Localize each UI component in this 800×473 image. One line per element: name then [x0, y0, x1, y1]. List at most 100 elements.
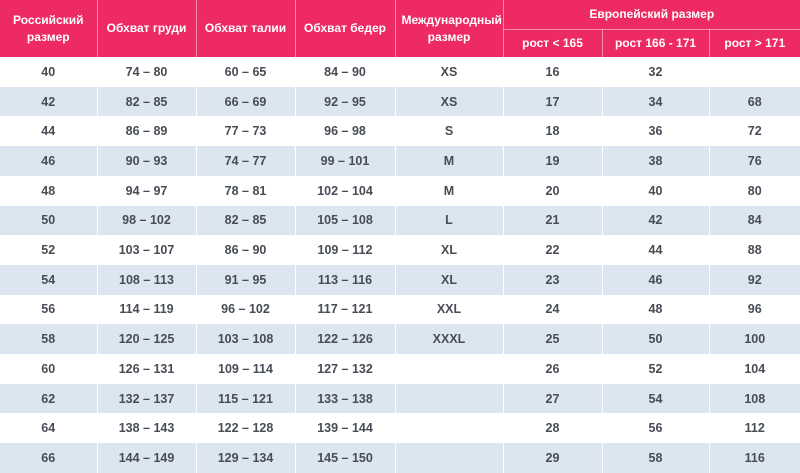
cell-chest-cm: 108 – 113	[97, 264, 197, 295]
cell-international-size: XS	[395, 57, 504, 87]
cell-chest-cm: 82 – 85	[97, 86, 197, 117]
cell-eu-height-166-171: 32	[602, 57, 710, 87]
table-row: 48 94 – 97 78 – 81 102 – 104 M 20 40 80	[0, 175, 800, 206]
cell-eu-height-under-165: 29	[503, 443, 603, 473]
cell-hips-cm: 127 – 132	[295, 354, 396, 384]
cell-hips-cm: 102 – 104	[295, 175, 396, 206]
cell-hips-cm: 109 – 112	[295, 235, 396, 265]
cell-international-size: M	[395, 175, 504, 206]
cell-chest-cm: 144 – 149	[97, 443, 197, 473]
cell-international-size: XL	[395, 235, 504, 265]
cell-eu-height-over-171: 76	[747, 153, 762, 168]
size-chart-body: 40 74 – 80 60 – 65 84 – 90 XS 16 32 42 82 – 85 66…	[0, 57, 800, 473]
cell-chest-cm: 103 – 107	[97, 235, 197, 265]
size-chart-header: Российский размер Обхват груди Обхват та…	[0, 0, 800, 57]
cell-russian-size: 40	[0, 57, 98, 87]
cell-eu-height-under-165: 19	[503, 146, 603, 176]
cell-international-size: XXL	[395, 294, 504, 325]
cell-waist-cm: 96 – 102	[196, 294, 296, 325]
table-row: 62 132 – 137 115 – 121 133 – 138 27 54 108	[0, 383, 800, 414]
cell-russian-size: 66	[0, 443, 98, 473]
cell-eu-height-under-165: 22	[503, 235, 603, 265]
table-row: 58 120 – 125 103 – 108 122 – 126 XXXL 25 50 100	[0, 324, 800, 355]
cell-eu-height-166-171: 42	[602, 205, 710, 236]
cell-eu-height-over-171: 80	[747, 183, 762, 198]
cell-eu-height-166-171: 44	[602, 235, 710, 265]
cell-waist-cm: 77 – 73	[196, 116, 296, 147]
table-row: 60 126 – 131 109 – 114 127 – 132 26 52 104	[0, 354, 800, 384]
cell-international-size	[395, 443, 504, 473]
cell-international-size: S	[395, 116, 504, 147]
table-row: 40 74 – 80 60 – 65 84 – 90 XS 16 32	[0, 57, 800, 87]
cell-eu-height-under-165: 26	[503, 354, 603, 384]
cell-eu-height-over-171: 84	[747, 213, 762, 228]
cell-eu-height-166-171: 56	[602, 413, 710, 444]
cell-russian-size: 48	[0, 175, 98, 206]
cell-chest-cm: 94 – 97	[97, 175, 197, 206]
cell-waist-cm: 103 – 108	[196, 324, 296, 355]
table-row: 50 98 – 102 82 – 85 105 – 108 L 21 42 84	[0, 205, 800, 236]
cell-waist-cm: 115 – 121	[196, 383, 296, 414]
cell-international-size: M	[395, 146, 504, 176]
header-chest: Обхват груди	[97, 0, 197, 57]
header-height-under-165: рост < 165	[503, 29, 603, 57]
cell-eu-height-under-165: 24	[503, 294, 603, 325]
cell-waist-cm: 66 – 69	[196, 86, 296, 117]
cell-hips-cm: 99 – 101	[295, 146, 396, 176]
cell-eu-height-over-171: 68	[747, 94, 762, 109]
cell-eu-height-over-171: 100	[744, 332, 766, 347]
cell-eu-height-166-171: 36	[602, 116, 710, 147]
cell-eu-height-over-171	[709, 57, 800, 87]
cell-eu-height-under-165: 23	[503, 264, 603, 295]
cell-chest-cm: 74 – 80	[97, 57, 197, 87]
table-row: 66 144 – 149 129 – 134 145 – 150 29 58 116	[0, 443, 800, 473]
cell-eu-height-over-171: 104	[744, 361, 766, 376]
cell-waist-cm: 109 – 114	[196, 354, 296, 384]
cell-russian-size: 54	[0, 264, 98, 295]
cell-eu-height-166-171: 54	[602, 383, 710, 414]
cell-international-size	[395, 354, 504, 384]
cell-eu-height-over-171: 108	[744, 391, 766, 406]
cell-waist-cm: 91 – 95	[196, 264, 296, 295]
cell-eu-height-over-171: 92	[747, 272, 762, 287]
cell-chest-cm: 114 – 119	[97, 294, 197, 325]
cell-eu-height-under-165: 27	[503, 383, 603, 414]
cell-russian-size: 64	[0, 413, 98, 444]
cell-international-size: XL	[395, 264, 504, 295]
table-row: 52 103 – 107 86 – 90 109 – 112 XL 22 44 88	[0, 235, 800, 265]
cell-russian-size: 52	[0, 235, 98, 265]
cell-chest-cm: 126 – 131	[97, 354, 197, 384]
cell-waist-cm: 129 – 134	[196, 443, 296, 473]
cell-hips-cm: 122 – 126	[295, 324, 396, 355]
cell-eu-height-over-171: 112	[744, 421, 765, 436]
cell-waist-cm: 122 – 128	[196, 413, 296, 444]
table-row: 54 108 – 113 91 – 95 113 – 116 XL 23 46 92	[0, 264, 800, 295]
cell-chest-cm: 132 – 137	[97, 383, 197, 414]
cell-eu-height-166-171: 58	[602, 443, 710, 473]
cell-eu-height-166-171: 50	[602, 324, 710, 355]
cell-eu-height-under-165: 20	[503, 175, 603, 206]
cell-russian-size: 58	[0, 324, 98, 355]
cell-international-size: XS	[395, 86, 504, 117]
cell-eu-height-166-171: 46	[602, 264, 710, 295]
header-height-over-171: рост > 171	[709, 29, 800, 57]
cell-hips-cm: 133 – 138	[295, 383, 396, 414]
header-height-166-171: рост 166 - 171	[602, 29, 710, 57]
cell-russian-size: 50	[0, 205, 98, 236]
cell-eu-height-over-171: 72	[747, 124, 762, 139]
cell-russian-size: 44	[0, 116, 98, 147]
cell-hips-cm: 139 – 144	[295, 413, 396, 444]
cell-hips-cm: 113 – 116	[295, 264, 396, 295]
cell-waist-cm: 60 – 65	[196, 57, 296, 87]
cell-eu-height-166-171: 48	[602, 294, 710, 325]
table-row: 46 90 – 93 74 – 77 99 – 101 M 19 38 76	[0, 146, 800, 176]
cell-international-size: XXXL	[395, 324, 504, 355]
table-row: 42 82 – 85 66 – 69 92 – 95 XS 17 34 68	[0, 86, 800, 117]
cell-eu-height-166-171: 34	[602, 86, 710, 117]
cell-eu-height-166-171: 38	[602, 146, 710, 176]
cell-eu-height-over-171: 96	[747, 302, 762, 317]
cell-chest-cm: 138 – 143	[97, 413, 197, 444]
cell-russian-size: 62	[0, 383, 98, 414]
cell-waist-cm: 74 – 77	[196, 146, 296, 176]
